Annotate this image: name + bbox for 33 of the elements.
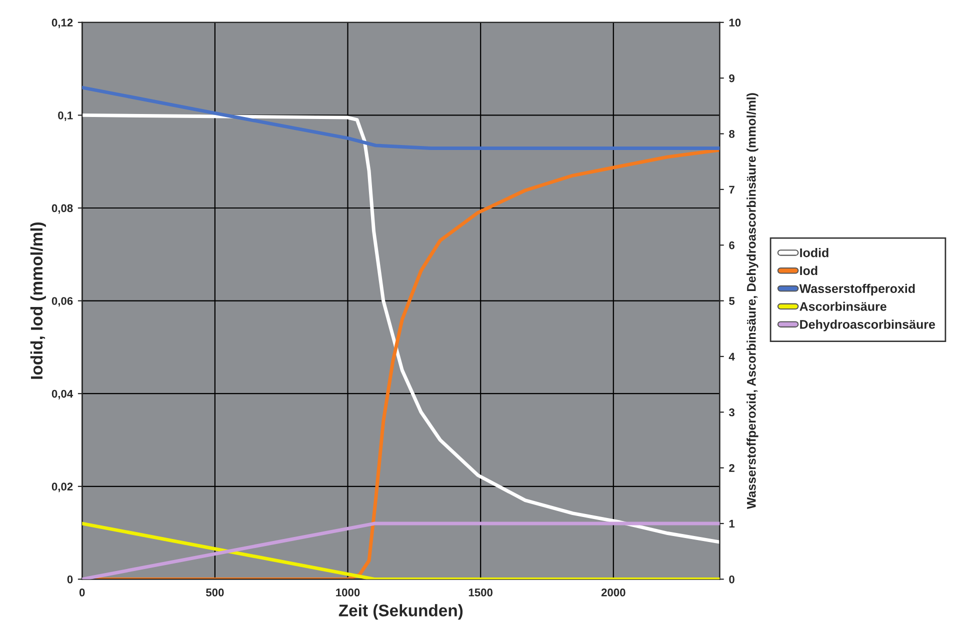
y2-axis-title: Wasserstoffperoxid, Ascorbinsäure, Dehydroascorbinsäure (mmol/ml) bbox=[746, 93, 758, 510]
line-series bbox=[82, 86, 720, 150]
x-tick-label: 500 bbox=[206, 588, 224, 596]
y-tick-label: 0,12 bbox=[52, 18, 73, 28]
y-tick-label: 0,04 bbox=[52, 390, 74, 400]
y2-tick-label: 3 bbox=[728, 408, 734, 416]
y2-tick-label: 7 bbox=[729, 186, 734, 194]
y2-tick-label: 6 bbox=[729, 241, 734, 250]
x-tick-label: 0 bbox=[79, 588, 85, 596]
y-tick-label: 0,1 bbox=[58, 111, 73, 121]
x-tick-label: 1000 bbox=[336, 588, 360, 596]
legend-label: Iodid bbox=[800, 248, 828, 258]
legend-label: Iod bbox=[800, 266, 818, 276]
y2-tick-label: 4 bbox=[728, 352, 735, 361]
y2-tick-label: 8 bbox=[729, 130, 735, 138]
line-series bbox=[82, 113, 720, 544]
x-axis-title: Zeit (Sekunden) bbox=[338, 604, 463, 620]
y2-tick-label: 0 bbox=[729, 575, 734, 584]
y-tick-label: 0,08 bbox=[52, 204, 73, 214]
y2-tick-label: 2 bbox=[729, 464, 734, 472]
x-tick-label: 2000 bbox=[601, 588, 626, 596]
legend-label: Dehydroascorbinsäure bbox=[800, 320, 936, 332]
legend-label: Ascorbinsäure bbox=[800, 302, 886, 311]
y2-tick-label: 10 bbox=[729, 18, 741, 27]
y-tick-label: 0,06 bbox=[52, 297, 73, 307]
y-axis-title: Iodid, Iod (mmol/ml) bbox=[30, 222, 46, 379]
y2-tick-label: 5 bbox=[729, 297, 735, 305]
legend-label: Wasserstoffperoxid bbox=[799, 284, 915, 296]
y-tick-label: 0,02 bbox=[52, 482, 73, 492]
y2-tick-label: 1 bbox=[729, 520, 735, 528]
x-tick-label: 1500 bbox=[468, 588, 492, 596]
y2-tick-label: 9 bbox=[729, 74, 734, 82]
y-tick-label: 0 bbox=[67, 575, 73, 584]
